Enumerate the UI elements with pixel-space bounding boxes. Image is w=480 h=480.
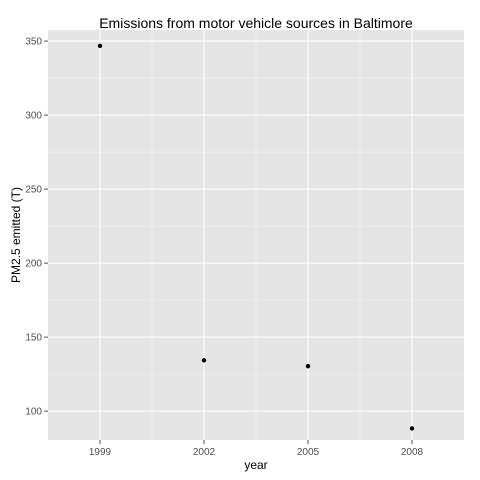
- y-axis-label: PM2.5 emitted (T): [9, 187, 23, 283]
- data-point: [201, 358, 207, 363]
- y-tick-label: 350: [25, 37, 42, 48]
- x-tick-label: 1999: [89, 447, 112, 458]
- grid-minor: [48, 30, 464, 440]
- x-axis-label: year: [244, 458, 267, 472]
- y-tick-label: 200: [25, 259, 42, 270]
- y-axis-ticks: 100 150 200 250 300 350: [25, 37, 48, 418]
- y-tick-label: 150: [25, 333, 42, 344]
- data-points: [97, 43, 415, 431]
- x-tick-label: 2005: [297, 447, 320, 458]
- data-point: [305, 363, 311, 369]
- y-tick-label: 300: [25, 111, 42, 122]
- x-tick-label: 2008: [401, 447, 424, 458]
- x-tick-label: 2002: [193, 447, 216, 458]
- x-axis-ticks: 1999 2002 2005 2008: [89, 440, 424, 458]
- data-point: [409, 426, 415, 431]
- y-tick-label: 100: [25, 407, 42, 418]
- chart-title: Emissions from motor vehicle sources in …: [99, 15, 413, 31]
- y-tick-label: 250: [25, 185, 42, 196]
- grid-major: [48, 30, 464, 440]
- data-point: [97, 43, 103, 49]
